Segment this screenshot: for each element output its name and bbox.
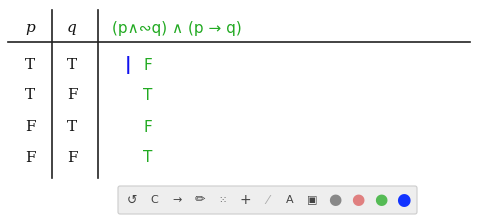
Text: +: + — [239, 193, 251, 207]
Text: F: F — [67, 151, 77, 165]
Text: (p∧∾q) ∧ (p → q): (p∧∾q) ∧ (p → q) — [112, 20, 242, 35]
Text: T: T — [144, 150, 153, 165]
Text: ●: ● — [374, 192, 387, 207]
Text: ⁙: ⁙ — [218, 195, 227, 205]
Text: p: p — [25, 21, 35, 35]
Text: ⁄: ⁄ — [266, 194, 269, 207]
FancyBboxPatch shape — [118, 186, 417, 214]
Text: ↺: ↺ — [127, 194, 137, 207]
Text: T: T — [25, 58, 35, 72]
Text: ●: ● — [351, 192, 364, 207]
Text: ✏: ✏ — [194, 194, 205, 207]
Text: T: T — [67, 120, 77, 134]
Text: F: F — [25, 151, 35, 165]
Text: A: A — [286, 195, 294, 205]
Text: →: → — [172, 195, 182, 205]
Text: ▣: ▣ — [307, 195, 318, 205]
Text: ●: ● — [396, 191, 410, 209]
Text: T: T — [144, 88, 153, 103]
Text: C: C — [151, 195, 158, 205]
Text: F: F — [144, 119, 152, 134]
Text: T: T — [25, 88, 35, 102]
Text: |: | — [125, 56, 131, 74]
Text: F: F — [25, 120, 35, 134]
Text: ●: ● — [329, 192, 342, 207]
Text: F: F — [67, 88, 77, 102]
Text: q: q — [67, 21, 77, 35]
Text: T: T — [67, 58, 77, 72]
Text: F: F — [144, 57, 152, 73]
